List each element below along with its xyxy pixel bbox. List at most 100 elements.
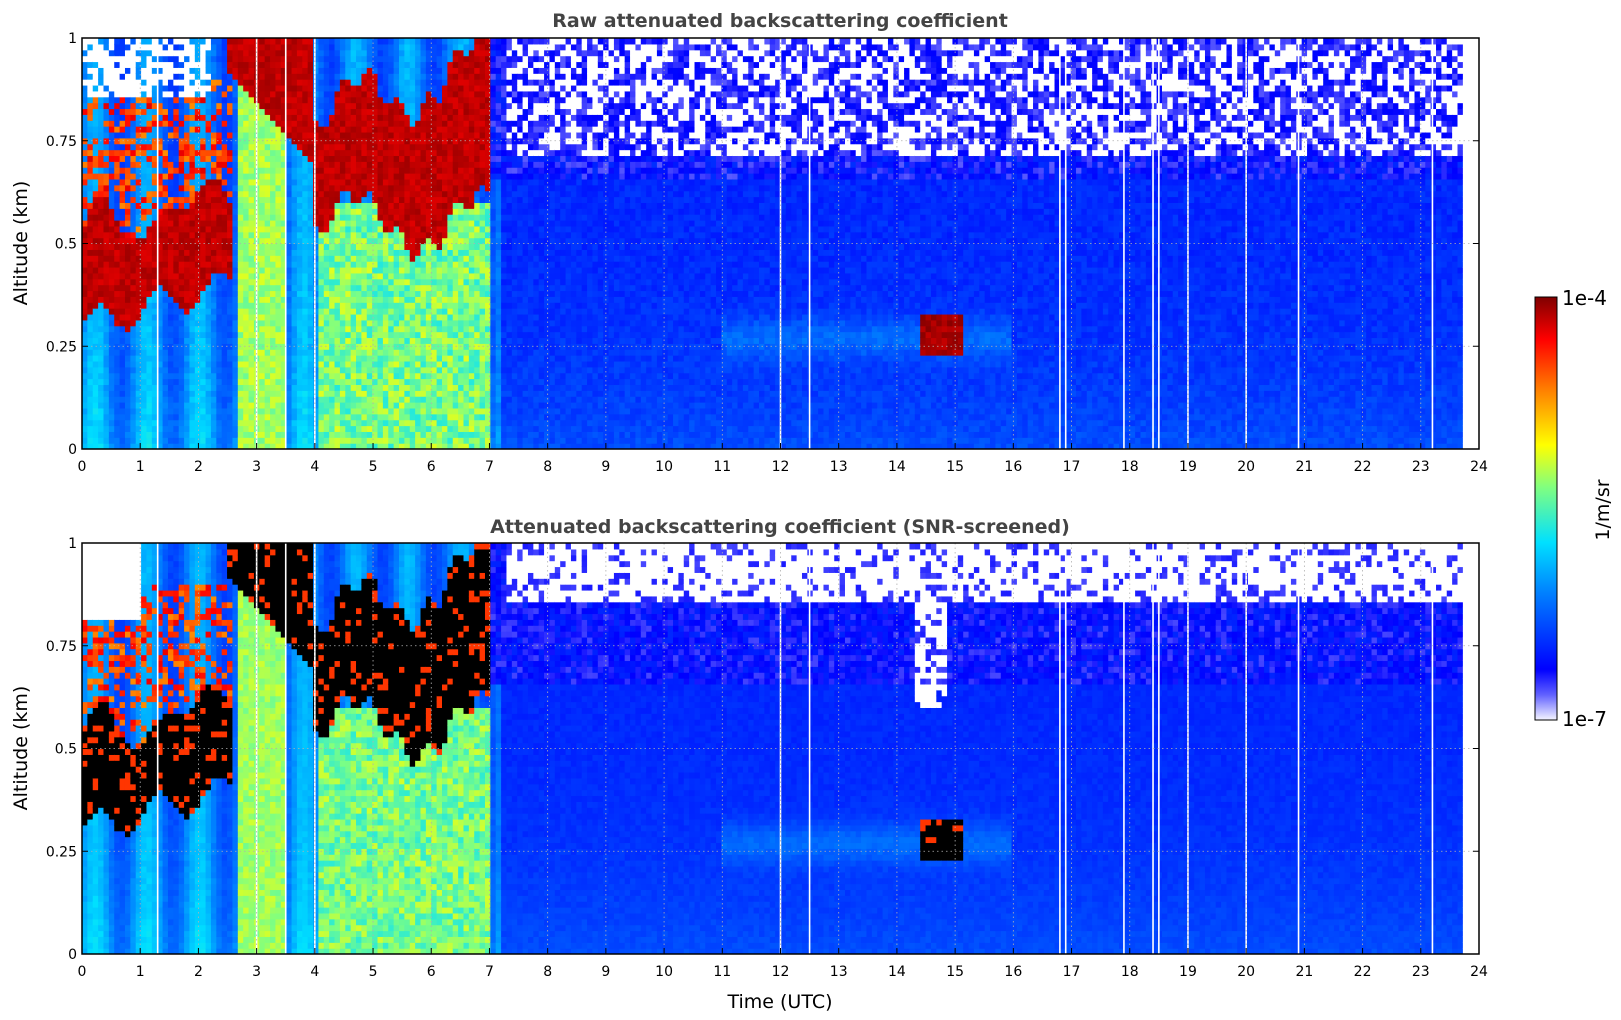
heatmap-cell xyxy=(189,120,196,127)
heatmap-cell xyxy=(339,61,346,68)
heatmap-cell xyxy=(103,55,110,63)
heatmap-cell xyxy=(334,67,341,74)
heatmap-cell xyxy=(227,49,234,57)
heatmap-cell xyxy=(345,390,352,397)
heatmap-cell xyxy=(227,278,234,286)
heatmap-cell xyxy=(135,372,142,380)
heatmap-cell xyxy=(399,167,405,174)
heatmap-cell xyxy=(151,102,158,110)
heatmap-cell xyxy=(103,243,110,250)
heatmap-cell xyxy=(377,366,384,374)
heatmap-cell xyxy=(124,407,131,415)
heatmap-cell xyxy=(270,325,277,333)
heatmap-cell xyxy=(345,366,352,374)
heatmap-cell xyxy=(210,208,217,215)
heatmap-cell xyxy=(227,349,234,356)
heatmap-cell xyxy=(447,366,454,374)
heatmap-cell xyxy=(323,296,330,303)
heatmap-cell xyxy=(167,384,174,391)
heatmap-cell xyxy=(318,155,325,162)
heatmap-cell xyxy=(382,214,389,221)
heatmap-cell xyxy=(458,331,465,339)
heatmap-cell xyxy=(141,237,148,245)
heatmap-cell xyxy=(415,261,422,268)
heatmap-cell xyxy=(189,231,196,239)
heatmap-cell xyxy=(296,313,303,321)
heatmap-cell xyxy=(393,67,400,74)
heatmap-cell xyxy=(157,261,164,268)
heatmap-cell xyxy=(162,296,169,303)
heatmap-cell xyxy=(296,38,303,45)
heatmap-cell xyxy=(194,431,201,438)
heatmap-cell xyxy=(87,360,94,368)
heatmap-cell xyxy=(237,120,244,127)
heatmap-cell xyxy=(372,190,379,198)
heatmap-cell xyxy=(442,407,448,415)
heatmap-cell xyxy=(178,126,185,133)
heatmap-cell xyxy=(248,378,255,386)
heatmap-cell xyxy=(178,237,185,245)
heatmap-cell xyxy=(237,331,244,339)
heatmap-cell xyxy=(221,61,228,68)
heatmap-cell xyxy=(323,431,330,438)
heatmap-cell xyxy=(356,61,362,68)
heatmap-cell xyxy=(189,437,196,444)
heatmap-cell xyxy=(452,61,459,68)
heatmap-cell xyxy=(356,272,362,280)
heatmap-cell xyxy=(452,355,459,362)
heatmap-cell xyxy=(259,102,266,110)
heatmap-cell xyxy=(291,102,298,110)
heatmap-cell xyxy=(151,61,158,68)
heatmap-cell xyxy=(157,214,164,221)
heatmap-cell xyxy=(210,220,217,227)
heatmap-cell xyxy=(167,231,174,239)
heatmap-cell xyxy=(103,296,110,303)
heatmap-cell xyxy=(157,407,164,415)
heatmap-cell xyxy=(334,237,341,245)
heatmap-cell xyxy=(404,319,411,327)
heatmap-cell xyxy=(436,384,443,391)
heatmap-cell xyxy=(313,290,320,297)
heatmap-cell xyxy=(275,331,282,339)
heatmap-cell xyxy=(243,143,250,151)
heatmap-cell xyxy=(92,96,99,104)
heatmap-cell xyxy=(194,184,201,192)
heatmap-cell xyxy=(141,372,148,380)
heatmap-cell xyxy=(146,402,153,409)
heatmap-cell xyxy=(221,249,228,256)
heatmap-cell xyxy=(135,308,142,315)
heatmap-cell xyxy=(216,331,223,339)
heatmap-cell xyxy=(82,296,88,303)
heatmap-cell xyxy=(409,319,416,327)
heatmap-cell xyxy=(189,255,196,262)
heatmap-cell xyxy=(296,237,303,245)
heatmap-cell xyxy=(307,231,314,239)
heatmap-cell xyxy=(366,137,373,145)
heatmap-cell xyxy=(425,90,432,98)
heatmap-cell xyxy=(87,272,94,280)
heatmap-cell xyxy=(259,355,266,362)
heatmap-cell xyxy=(146,167,153,174)
heatmap-cell xyxy=(98,190,105,198)
heatmap-cell xyxy=(452,208,459,215)
heatmap-cell xyxy=(329,337,336,344)
heatmap-cell xyxy=(210,413,217,421)
heatmap-cell xyxy=(280,355,287,362)
heatmap-cell xyxy=(345,407,352,415)
heatmap-cell xyxy=(302,67,309,74)
heatmap-cell xyxy=(452,79,459,86)
heatmap-cell xyxy=(221,43,228,51)
heatmap-cell xyxy=(420,202,427,209)
heatmap-cell xyxy=(243,278,250,286)
heatmap-cell xyxy=(366,161,373,168)
heatmap-cell xyxy=(339,137,346,145)
heatmap-cell xyxy=(323,308,330,315)
heatmap-cell xyxy=(200,49,207,57)
heatmap-cell xyxy=(307,84,314,92)
heatmap-cell xyxy=(210,407,217,415)
heatmap-cell xyxy=(184,284,191,292)
heatmap-cell xyxy=(157,372,164,380)
heatmap-cell xyxy=(436,131,443,139)
heatmap-cell xyxy=(318,255,325,262)
heatmap-cell xyxy=(264,49,271,57)
